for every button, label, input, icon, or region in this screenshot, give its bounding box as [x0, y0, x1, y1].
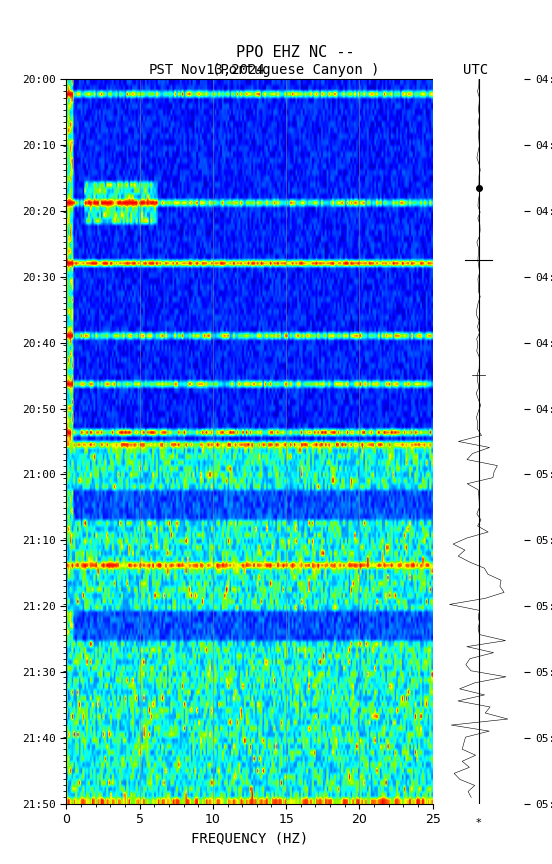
Text: Nov13,2024: Nov13,2024: [181, 63, 264, 78]
Text: PPO EHZ NC --: PPO EHZ NC --: [236, 45, 354, 60]
Text: *: *: [476, 818, 481, 828]
Text: UTC: UTC: [463, 63, 488, 78]
Text: PST: PST: [148, 63, 174, 78]
Text: (Portuguese Canyon ): (Portuguese Canyon ): [211, 63, 379, 78]
X-axis label: FREQUENCY (HZ): FREQUENCY (HZ): [191, 832, 308, 846]
